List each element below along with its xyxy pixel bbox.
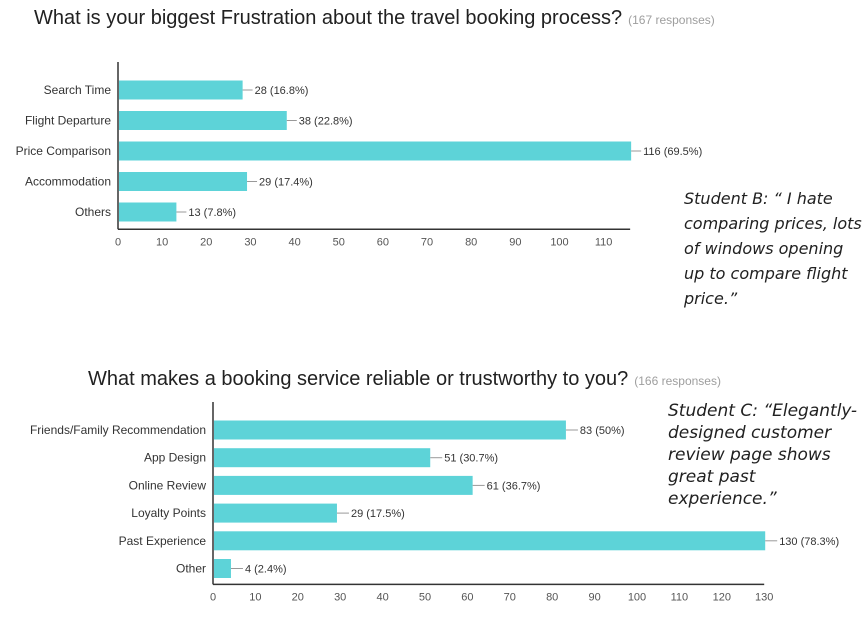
chart-2-x-tick-label: 70	[504, 591, 516, 603]
chart-2-x-tick-label: 20	[292, 591, 304, 603]
chart-2-category-label: Friends/Family Recommendation	[30, 423, 206, 437]
chart-2-x-tick-label: 10	[249, 591, 261, 603]
chart-1-title: What is your biggest Frustration about t…	[34, 7, 715, 30]
chart-1-response-count: (167 responses)	[628, 13, 715, 27]
chart-2-x-tick-label: 30	[334, 591, 346, 603]
chart-1-x-tick-label: 40	[288, 236, 300, 248]
chart-1-x-tick-label: 100	[550, 236, 568, 248]
chart-1-x-tick-label: 110	[595, 236, 613, 248]
chart-1-bar	[119, 111, 287, 130]
chart-2-category-label: App Design	[144, 451, 206, 465]
chart-1-data-label: 28 (16.8%)	[255, 85, 309, 97]
chart-1-data-label: 29 (17.4%)	[259, 177, 313, 189]
chart-1-category-label: Flight Departure	[25, 114, 111, 128]
chart-1-bar	[119, 202, 177, 222]
chart-1-data-label: 38 (22.8%)	[299, 116, 353, 128]
chart-1-x-tick-label: 70	[421, 236, 433, 248]
chart-2-bar	[214, 531, 766, 551]
chart-2-x-tick-label: 0	[210, 591, 216, 603]
chart-1-data-label: 13 (7.8%)	[188, 207, 236, 219]
chart-1-category-label: Others	[75, 205, 111, 219]
chart-1-x-tick-label: 30	[244, 236, 256, 248]
chart-2-x-tick-label: 60	[461, 591, 473, 603]
chart-2-bar	[214, 448, 431, 468]
student-b-quote: Student B: “ I hate comparing prices, lo…	[684, 189, 862, 308]
chart-2-category-label: Loyalty Points	[131, 506, 206, 520]
student-c-quote: Student C: “Elegantly-designed customer …	[668, 401, 858, 509]
chart-2-bar	[214, 503, 337, 523]
chart-2-bar	[214, 475, 473, 495]
chart-2-x-tick-label: 90	[588, 591, 600, 603]
chart-1-x-tick-label: 60	[377, 236, 389, 248]
chart-2-bar	[214, 559, 231, 578]
chart-2-category-label: Online Review	[129, 478, 207, 492]
chart-2-x-tick-label: 110	[671, 591, 689, 603]
chart-1-x-tick-label: 50	[333, 236, 345, 248]
chart-2-title: What makes a booking service reliable or…	[88, 368, 721, 391]
chart-2-x-tick-label: 100	[628, 591, 646, 603]
chart-2-x-tick-label: 130	[755, 591, 773, 603]
chart-2-data-label: 61 (36.7%)	[487, 480, 541, 492]
chart-1-category-label: Price Comparison	[16, 144, 111, 158]
chart-2-category-label: Past Experience	[119, 534, 207, 548]
chart-2-data-label: 130 (78.3%)	[779, 536, 839, 548]
chart-2-title-text: What makes a booking service reliable or…	[88, 368, 629, 390]
chart-1-bar	[119, 172, 248, 191]
chart-2-data-label: 83 (50%)	[580, 425, 625, 437]
chart-2-response-count: (166 responses)	[634, 374, 721, 388]
chart-1-bar-chart: 0 10 20 30 40 50 60 70 80 90 100 110 Search Time 28 (…	[16, 62, 702, 248]
chart-1-x-tick-label: 90	[509, 236, 521, 248]
chart-1-x-tick-label: 10	[156, 236, 168, 248]
chart-1-title-text: What is your biggest Frustration about t…	[34, 7, 623, 29]
chart-1-x-tick-label: 80	[465, 236, 477, 248]
chart-2-x-tick-label: 50	[419, 591, 431, 603]
chart-2-x-tick-label: 40	[376, 591, 388, 603]
chart-2-category-label: Other	[176, 562, 206, 576]
chart-1-bar	[119, 80, 243, 100]
chart-2-data-label: 29 (17.5%)	[351, 508, 405, 520]
chart-1-bar	[119, 141, 632, 161]
chart-1-data-label: 116 (69.5%)	[643, 146, 702, 158]
chart-2-data-label: 4 (2.4%)	[245, 564, 287, 576]
chart-1-category-label: Accommodation	[25, 175, 111, 189]
chart-2-x-tick-label: 120	[713, 591, 731, 603]
chart-1-category-label: Search Time	[44, 83, 112, 97]
chart-2-bar	[214, 420, 566, 440]
chart-2-data-label: 51 (30.7%)	[444, 453, 498, 465]
chart-1-x-tick-label: 20	[200, 236, 212, 248]
chart-2-x-tick-label: 80	[546, 591, 558, 603]
chart-1-x-tick-label: 0	[115, 236, 121, 248]
